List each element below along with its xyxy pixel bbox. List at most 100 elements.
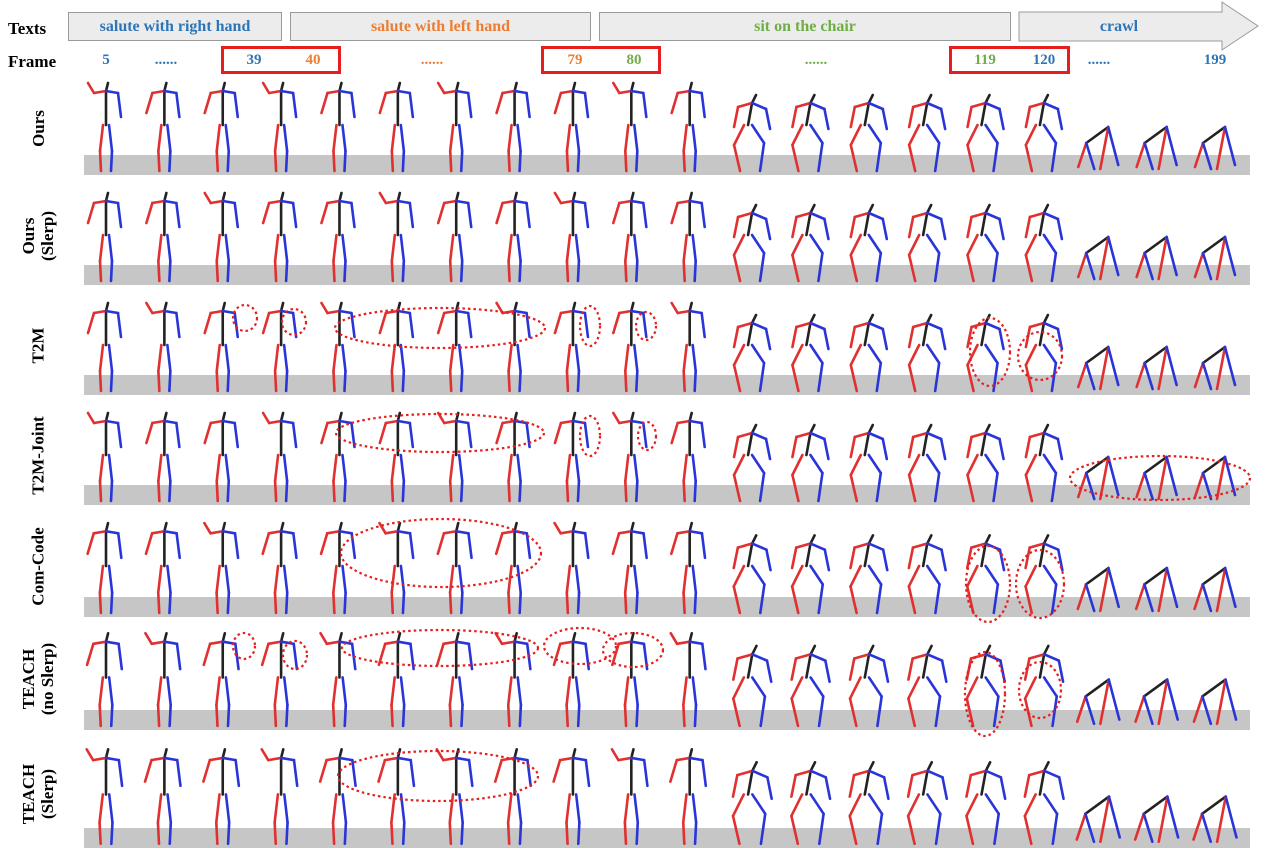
skeleton <box>611 631 649 728</box>
skeleton <box>495 191 531 283</box>
skeleton <box>1024 93 1064 173</box>
skeleton <box>907 93 947 173</box>
skeleton <box>378 301 415 393</box>
skeleton <box>1135 125 1178 171</box>
skeleton <box>1075 678 1121 726</box>
skeleton <box>966 423 1005 503</box>
skeleton <box>965 760 1007 846</box>
skeleton <box>610 748 649 846</box>
highlight-ellipse <box>968 316 1012 388</box>
skeleton <box>849 534 889 615</box>
skeleton <box>907 644 948 728</box>
skeleton <box>145 191 181 283</box>
skeleton <box>1193 345 1237 391</box>
skeleton <box>669 748 708 846</box>
skeleton <box>907 534 947 615</box>
skeleton <box>791 313 830 393</box>
frame-box-79-80 <box>541 46 661 74</box>
skeleton <box>848 760 890 846</box>
highlight-ellipse <box>231 303 259 333</box>
skeleton <box>670 521 707 615</box>
skeleton <box>144 521 181 615</box>
skeleton <box>732 203 772 283</box>
skeleton <box>85 748 124 846</box>
skeleton <box>790 534 831 615</box>
highlight-ellipse <box>964 544 1012 624</box>
skeleton <box>378 191 415 283</box>
skeleton <box>1076 125 1120 171</box>
skeleton <box>86 81 123 173</box>
skeleton <box>966 313 1005 393</box>
frame-ellipsis: ...... <box>420 52 444 68</box>
highlight-ellipse <box>578 304 602 348</box>
frame-number: 79 <box>567 52 583 68</box>
frame-number: 199 <box>1203 52 1227 68</box>
skeleton <box>320 411 356 503</box>
skeleton <box>732 644 773 728</box>
skeleton <box>553 521 590 615</box>
floor <box>84 597 1250 617</box>
skeleton <box>435 631 474 728</box>
skeleton <box>552 748 591 846</box>
skeleton <box>1023 644 1065 728</box>
skeleton <box>906 760 949 846</box>
frame-box-119-120 <box>949 46 1070 74</box>
highlight-ellipse <box>281 639 309 671</box>
skeleton <box>849 203 889 283</box>
skeleton <box>1135 235 1178 281</box>
skeleton <box>907 423 947 503</box>
segment-label: crawl <box>1099 17 1139 35</box>
skeleton <box>1024 203 1064 283</box>
skeleton <box>1076 235 1120 281</box>
skeleton <box>495 81 531 173</box>
skeleton <box>261 411 298 503</box>
highlight-ellipse <box>340 628 540 668</box>
skeleton <box>86 411 123 503</box>
frame-number: 119 <box>974 52 996 68</box>
skeleton <box>848 644 890 728</box>
skeleton <box>320 301 356 393</box>
frame-number: 5 <box>102 52 110 68</box>
skeleton <box>320 81 356 173</box>
skeleton <box>1192 795 1238 844</box>
skeleton <box>849 313 889 393</box>
skeleton <box>203 411 240 503</box>
segment-crawl: crawl <box>1019 12 1219 41</box>
floor <box>84 375 1250 395</box>
skeleton <box>260 748 299 846</box>
crawl-arrow <box>1018 1 1259 51</box>
skeleton <box>553 191 590 283</box>
skeleton <box>612 411 648 503</box>
skeleton <box>612 81 648 173</box>
skeleton <box>791 203 830 283</box>
highlight-ellipse <box>963 650 1007 738</box>
highlight-ellipse <box>333 306 547 350</box>
skeleton <box>670 191 706 283</box>
highlight-ellipse <box>1014 548 1066 620</box>
highlight-ellipse <box>1068 454 1252 502</box>
skeleton <box>1193 455 1237 501</box>
segment-label: salute with right hand <box>99 17 251 35</box>
skeleton <box>791 93 830 173</box>
skeleton <box>1135 455 1178 501</box>
texts-label: Texts <box>8 19 47 38</box>
frame-box-39-40 <box>221 46 341 74</box>
skeleton <box>552 631 591 728</box>
skeleton <box>377 631 415 728</box>
segment-label: salute with left hand <box>370 17 511 35</box>
highlight-ellipse <box>578 414 602 458</box>
skeleton <box>86 521 123 615</box>
highlight-ellipse <box>542 626 618 666</box>
skeleton <box>145 411 181 503</box>
highlight-ellipse <box>336 749 540 803</box>
highlight-ellipse <box>334 412 546 454</box>
skeleton <box>1134 566 1179 613</box>
highlight-ellipse <box>1016 330 1064 382</box>
skeleton <box>203 191 240 283</box>
skeleton <box>1076 345 1120 391</box>
skeleton <box>1193 235 1237 281</box>
skeleton <box>436 301 473 393</box>
highlight-ellipse <box>601 631 665 669</box>
skeleton <box>670 81 706 173</box>
